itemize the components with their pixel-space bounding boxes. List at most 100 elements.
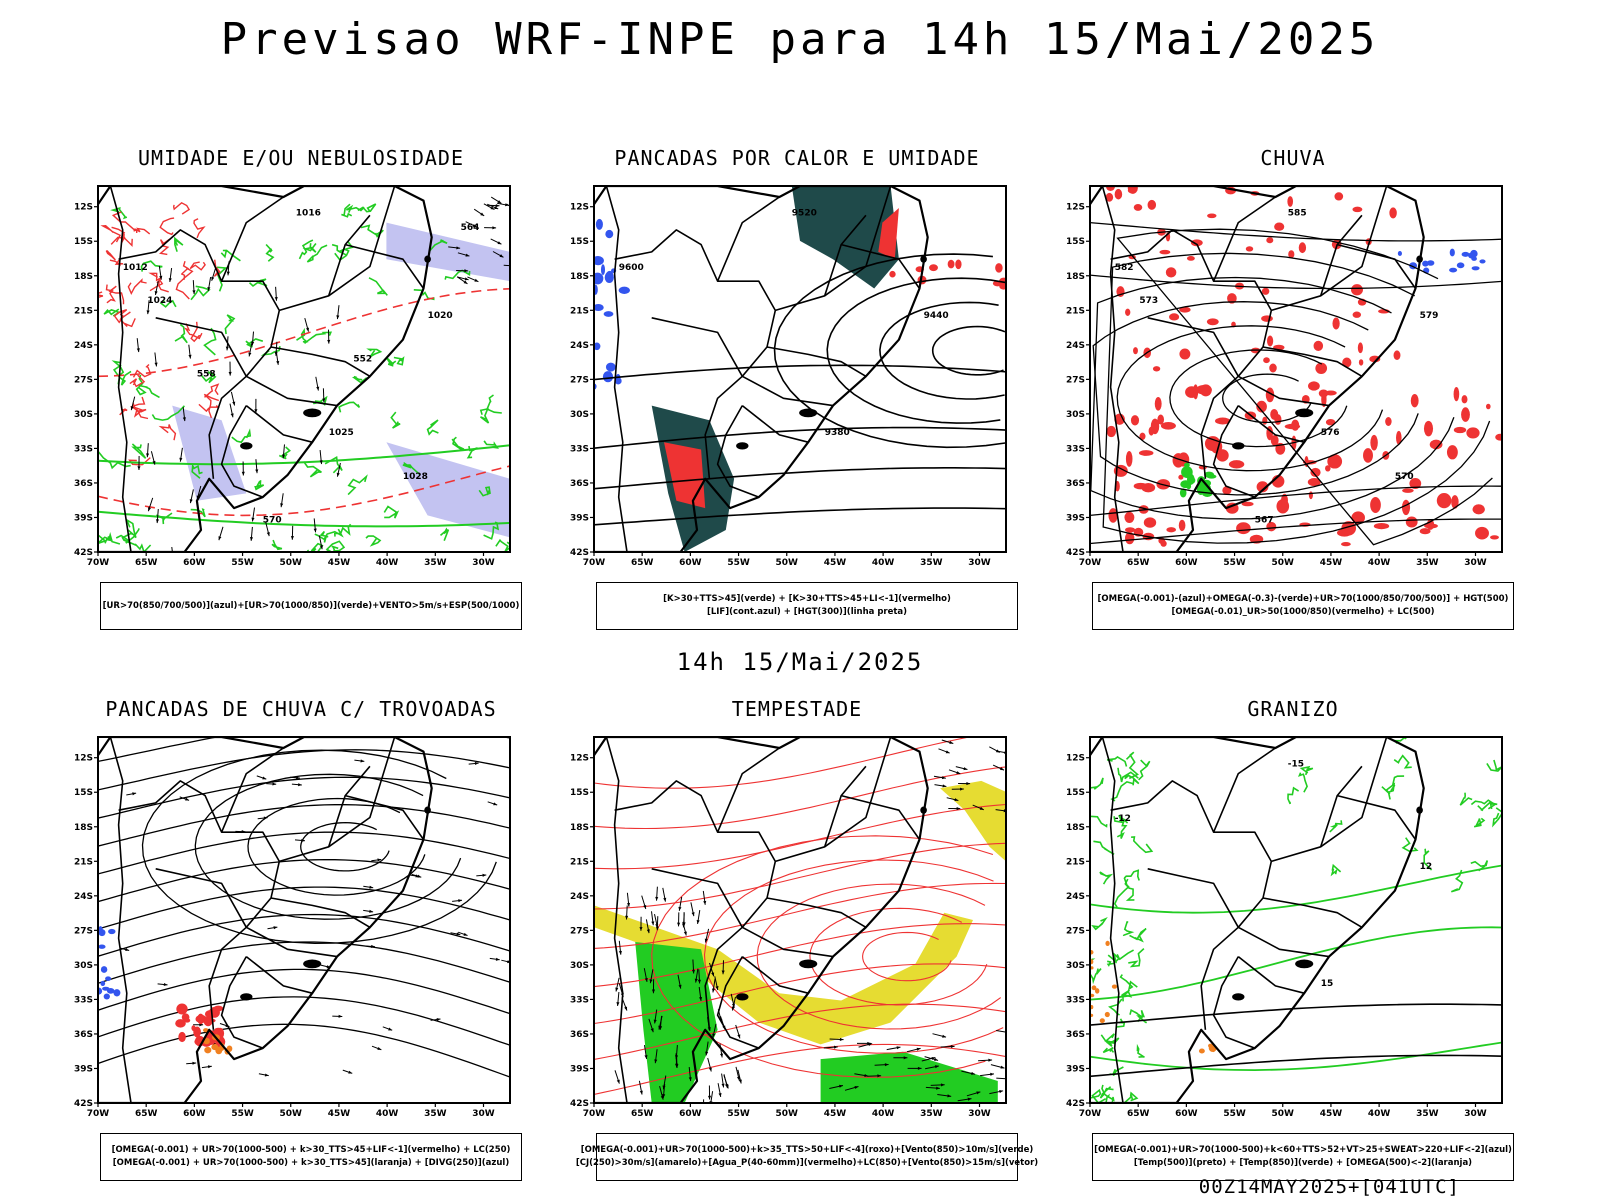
contour-label: 1024 — [147, 296, 172, 306]
legend-line: [CJ(250)>30m/s](amarelo)+[Agua_P(40-60mm… — [575, 1158, 1039, 1168]
lat-tick-label: 30S — [74, 961, 93, 971]
contour-label: 1028 — [403, 472, 428, 482]
lat-tick-label: 15S — [570, 788, 589, 798]
lon-tick-label: 45W — [824, 1109, 847, 1119]
lon-tick-label: 50W — [280, 1109, 303, 1119]
panel-title: TEMPESTADE — [731, 697, 863, 721]
contour-label: 576 — [1321, 428, 1340, 438]
lon-tick-label: 65W — [135, 558, 158, 568]
lat-tick-label: 33S — [74, 995, 93, 1005]
lat-tick-label: 21S — [1066, 306, 1085, 316]
legend-box: [OMEGA(-0.001)+UR>70(1000-500)+k>35_TTS>… — [576, 1133, 1038, 1181]
legend-line: [K>30+TTS>45](verde) + [K>30+TTS>45+LI<-… — [663, 594, 951, 604]
legend-line: [LIF](cont.azul) + [HGT(300)](linha pret… — [706, 607, 908, 617]
lon-tick-label: 40W — [872, 1109, 895, 1119]
legend-box: [UR>70(850/700/500)](azul)+[UR>70(1000/8… — [100, 582, 522, 630]
lat-tick-label: 42S — [74, 1099, 93, 1109]
lat-tick-label: 15S — [570, 237, 589, 247]
contour-label: 9600 — [619, 263, 644, 273]
panel-pancadas-trovoadas: PANCADAS DE CHUVA C/ TROVOADAS 12S 15S 18S 2… — [71, 697, 531, 1181]
panel-granizo: GRANIZO -12 -15 12 15 12S 15S 18S 21S 24S 27S 30S 33… — [1063, 697, 1523, 1181]
lon-tick-label: 35W — [1416, 558, 1439, 568]
contour-label: 15 — [1321, 979, 1334, 989]
lon-tick-label: 65W — [631, 1109, 654, 1119]
contour-label: 9440 — [924, 311, 949, 321]
panel-title: PANCADAS POR CALOR E UMIDADE — [614, 146, 980, 170]
lat-tick-label: 21S — [570, 306, 589, 316]
contour-label: 567 — [1255, 516, 1274, 526]
lon-tick-label: 70W — [583, 1109, 606, 1119]
lat-tick-label: 33S — [74, 444, 93, 454]
lat-tick-label: 12S — [1066, 203, 1085, 213]
contour-label: 570 — [263, 516, 282, 526]
lat-tick-label: 15S — [1066, 237, 1085, 247]
legend-line: [Temp(500)](preto) + [Temp(850)](verde) … — [1133, 1158, 1473, 1168]
panel-pancadas-calor: PANCADAS POR CALOR E UMIDADE 9600 9520 9440… — [567, 146, 1027, 630]
contour-label: 1012 — [123, 263, 148, 273]
lon-tick-label: 70W — [87, 1109, 110, 1119]
lon-tick-label: 55W — [727, 1109, 750, 1119]
lon-tick-label: 35W — [920, 1109, 943, 1119]
lon-tick-label: 40W — [376, 1109, 399, 1119]
contour-label: 573 — [1139, 296, 1158, 306]
lat-tick-label: 27S — [74, 926, 93, 936]
lon-tick-label: 70W — [583, 558, 606, 568]
lat-tick-label: 39S — [74, 513, 93, 523]
lon-tick-label: 45W — [1320, 558, 1343, 568]
lon-tick-label: 40W — [376, 558, 399, 568]
lon-tick-label: 50W — [776, 1109, 799, 1119]
contour-label: 585 — [1288, 208, 1307, 218]
panel-chuva: CHUVA 582 585 579 576 573 570 567 12S 15S 18S 21S 24… — [1063, 146, 1523, 630]
lon-tick-label: 55W — [1223, 558, 1246, 568]
contour-label: 1025 — [329, 428, 354, 438]
lat-tick-label: 12S — [570, 203, 589, 213]
lon-tick-label: 60W — [183, 558, 206, 568]
lat-tick-label: 39S — [1066, 1064, 1085, 1074]
panel-title: CHUVA — [1260, 146, 1326, 170]
lat-tick-label: 21S — [74, 857, 93, 867]
lat-tick-label: 42S — [570, 1099, 589, 1109]
lon-tick-label: 30W — [472, 558, 495, 568]
lat-tick-label: 21S — [74, 306, 93, 316]
lat-tick-label: 33S — [1066, 444, 1085, 454]
lon-tick-label: 50W — [280, 558, 303, 568]
lon-tick-label: 65W — [631, 558, 654, 568]
lat-tick-label: 21S — [570, 857, 589, 867]
lat-tick-label: 39S — [1066, 513, 1085, 523]
lat-tick-label: 18S — [570, 823, 589, 833]
lon-tick-label: 55W — [231, 558, 254, 568]
contour-label: 558 — [197, 369, 216, 379]
lon-tick-label: 70W — [1079, 558, 1102, 568]
lat-tick-label: 24S — [570, 341, 589, 351]
lat-tick-label: 24S — [1066, 892, 1085, 902]
weather-map: -12 -15 12 15 12S 15S 18S 21S 24S 27S 30S 33S 36S 39S… — [1066, 736, 1503, 1119]
valid-time-label: 14h 15/Mai/2025 — [676, 648, 924, 676]
lat-tick-label: 21S — [1066, 857, 1085, 867]
lat-tick-label: 39S — [74, 1064, 93, 1074]
legend-line: [OMEGA(-0.001)-(azul)+OMEGA(-0.3)-(verde… — [1097, 594, 1509, 604]
lon-tick-label: 60W — [679, 1109, 702, 1119]
lat-tick-label: 18S — [570, 272, 589, 282]
lat-tick-label: 12S — [74, 203, 93, 213]
lon-tick-label: 50W — [776, 558, 799, 568]
panel-title: GRANIZO — [1247, 697, 1339, 721]
lat-tick-label: 18S — [1066, 272, 1085, 282]
lon-tick-label: 65W — [1127, 558, 1150, 568]
contour-label: 552 — [353, 355, 372, 365]
lat-tick-label: 42S — [1066, 1099, 1085, 1109]
lat-tick-label: 18S — [1066, 823, 1085, 833]
lon-tick-label: 50W — [1272, 558, 1295, 568]
lat-tick-label: 24S — [74, 892, 93, 902]
lon-tick-label: 50W — [1272, 1109, 1295, 1119]
lat-tick-label: 39S — [570, 1064, 589, 1074]
weather-map: 582 585 579 576 573 570 567 12S 15S 18S 21S 24S 27S 3… — [1066, 185, 1503, 568]
contour-label: 9520 — [792, 208, 817, 218]
lon-tick-label: 45W — [328, 558, 351, 568]
lat-tick-label: 30S — [570, 410, 589, 420]
lon-tick-label: 70W — [1079, 1109, 1102, 1119]
lat-tick-label: 12S — [1066, 754, 1085, 764]
contour-label: 579 — [1420, 311, 1439, 321]
lat-tick-label: 42S — [74, 548, 93, 558]
lon-tick-label: 55W — [727, 558, 750, 568]
